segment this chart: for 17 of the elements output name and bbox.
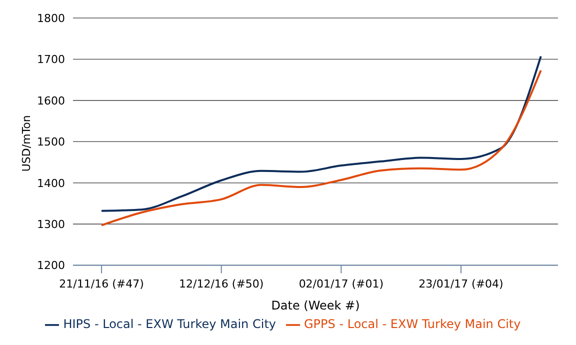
y-tick-label: 1700 xyxy=(37,53,65,66)
y-axis-title: USD/mTon xyxy=(20,115,33,172)
line-series xyxy=(100,55,542,212)
legend-label: HIPS - Local - EXW Turkey Main City xyxy=(63,317,276,332)
x-tick-label: 02/01/17 (#01) xyxy=(298,277,384,290)
x-tick-label: 23/01/17 (#04) xyxy=(418,277,504,290)
legend-label: GPPS - Local - EXW Turkey Main City xyxy=(304,317,521,332)
y-tick-label: 1600 xyxy=(37,94,65,108)
y-tick-label: 1400 xyxy=(37,176,65,190)
y-tick-label: 1300 xyxy=(37,218,65,231)
x-tick-label: 21/11/16 (#47) xyxy=(59,277,144,290)
y-tick-label: 1200 xyxy=(37,259,65,272)
x-axis-title: Date (Week #) xyxy=(271,298,360,312)
y-tick-label: 1800 xyxy=(37,12,65,25)
x-tick-label: 12/12/16 (#50) xyxy=(179,277,264,290)
y-tick-label: 1500 xyxy=(37,136,65,149)
line-series xyxy=(100,69,542,226)
